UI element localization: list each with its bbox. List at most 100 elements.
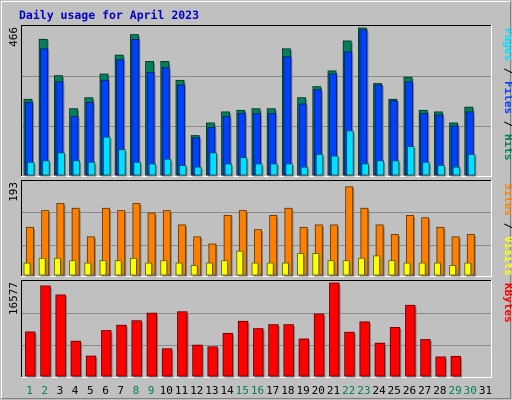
bar-sites-day-29 bbox=[449, 265, 457, 276]
panel-middle-axis-label-part-0: Sites bbox=[502, 183, 512, 216]
panel-top-axis-label-part-0: Pages bbox=[502, 28, 512, 61]
bar-sites-day-27 bbox=[418, 262, 426, 276]
x-tick-label-10: 10 bbox=[160, 384, 173, 397]
bar-files-day-2 bbox=[40, 48, 49, 176]
panel-middle: 193 Sites / Visits bbox=[7, 180, 512, 277]
bar-pages-day-19 bbox=[300, 166, 309, 176]
panel-bottom: 16577 KBytes bbox=[7, 280, 512, 378]
bar-kbytes-day-23 bbox=[359, 321, 370, 377]
bar-kbytes-day-22 bbox=[344, 331, 355, 377]
bar-files-day-11 bbox=[177, 84, 185, 176]
bar-pages-day-26 bbox=[407, 146, 415, 176]
bar-pages-day-12 bbox=[194, 166, 202, 176]
bar-pages-day-7 bbox=[118, 149, 126, 176]
x-tick-label-24: 24 bbox=[372, 384, 386, 397]
chart-panels: 466 Pages / Files / Hits 193 Sites / Visits… bbox=[7, 25, 512, 378]
x-tick-label-22: 22 bbox=[342, 384, 355, 397]
x-tick-label-20: 20 bbox=[312, 384, 325, 397]
x-tick-label-25: 25 bbox=[388, 384, 401, 397]
bar-kbytes-day-17 bbox=[268, 324, 279, 377]
bar-sites-day-2 bbox=[38, 257, 46, 276]
bar-pages-day-15 bbox=[239, 157, 248, 176]
bar-kbytes-day-21 bbox=[329, 282, 340, 377]
x-tick-label-29: 29 bbox=[448, 384, 461, 397]
bar-pages-day-24 bbox=[376, 160, 385, 176]
bar-files-day-23 bbox=[359, 29, 368, 176]
x-tick-label-19: 19 bbox=[296, 384, 309, 397]
bar-pages-day-30 bbox=[467, 154, 476, 176]
bar-kbytes-day-28 bbox=[435, 356, 446, 377]
bar-kbytes-day-14 bbox=[222, 332, 234, 377]
panel-middle-axis-label-part-2: Visits bbox=[502, 236, 512, 276]
bar-files-day-18 bbox=[283, 56, 292, 176]
x-tick-label-3: 3 bbox=[57, 384, 64, 397]
x-tick-label-5: 5 bbox=[87, 384, 94, 397]
bar-kbytes-day-15 bbox=[237, 320, 249, 377]
bar-pages-day-10 bbox=[163, 158, 172, 176]
bar-kbytes-day-29 bbox=[450, 355, 462, 377]
x-tick-label-15: 15 bbox=[236, 384, 249, 397]
bar-pages-day-22 bbox=[346, 130, 354, 176]
bar-sites-day-20 bbox=[312, 253, 320, 276]
bar-sites-day-23 bbox=[357, 257, 365, 276]
bar-sites-day-16 bbox=[251, 262, 259, 276]
bar-sites-day-30 bbox=[464, 262, 472, 276]
x-tick-label-21: 21 bbox=[327, 384, 340, 397]
bar-sites-day-15 bbox=[236, 250, 244, 276]
x-tick-label-18: 18 bbox=[281, 384, 294, 397]
bar-kbytes-day-8 bbox=[131, 320, 142, 377]
bar-sites-day-3 bbox=[54, 257, 61, 276]
bar-sites-day-9 bbox=[145, 262, 153, 276]
bar-pages-day-21 bbox=[331, 155, 339, 176]
bar-sites-day-26 bbox=[403, 262, 411, 276]
bar-pages-day-17 bbox=[270, 163, 278, 176]
x-tick-label-7: 7 bbox=[117, 384, 124, 397]
x-tick-label-27: 27 bbox=[418, 384, 431, 397]
bar-kbytes-day-16 bbox=[253, 328, 264, 377]
x-tick-label-14: 14 bbox=[220, 384, 234, 397]
bar-sites-day-12 bbox=[190, 265, 198, 276]
x-tick-label-4: 4 bbox=[72, 384, 79, 397]
bar-kbytes-day-24 bbox=[374, 342, 386, 377]
bar-sites-day-14 bbox=[221, 260, 229, 276]
bar-pages-day-25 bbox=[391, 160, 400, 176]
x-tick-label-2: 2 bbox=[41, 384, 48, 397]
x-tick-label-9: 9 bbox=[148, 384, 155, 397]
panel-top-axis-label: Pages / Files / Hits bbox=[502, 28, 512, 161]
bar-sites-day-5 bbox=[84, 262, 92, 276]
bar-pages-day-8 bbox=[133, 161, 141, 176]
panel-top-axis-label-part-3: / bbox=[502, 114, 512, 134]
panel-middle-axis-label-part-1: / bbox=[502, 216, 512, 236]
bar-sites-day-8 bbox=[129, 257, 137, 276]
bar-pages-day-4 bbox=[72, 160, 80, 176]
x-tick-label-31: 31 bbox=[479, 384, 492, 397]
bar-files-day-9 bbox=[146, 72, 155, 176]
x-tick-labels: 1 2 3 4 5 6 7 8 9 10 11 12 13 14 15 16 17 18 19 20 21 22 23 24 2… bbox=[26, 384, 492, 397]
bar-sites-day-7 bbox=[114, 260, 122, 276]
bar-pages-day-13 bbox=[209, 152, 217, 176]
bar-sites-day-21 bbox=[327, 260, 335, 276]
bar-pages-day-5 bbox=[87, 161, 96, 176]
x-tick-label-1: 1 bbox=[26, 384, 33, 397]
bar-kbytes-day-20 bbox=[313, 313, 325, 377]
bar-pages-day-23 bbox=[361, 163, 369, 176]
bar-kbytes-day-5 bbox=[85, 355, 97, 377]
bar-kbytes-day-3 bbox=[55, 294, 66, 377]
panel-bottom-axis-label: KBytes bbox=[502, 283, 512, 323]
bar-kbytes-day-12 bbox=[192, 344, 203, 377]
x-tick-label-28: 28 bbox=[433, 384, 446, 397]
bar-kbytes-day-25 bbox=[389, 327, 401, 377]
panel-bottom-ymax-label: 16577 bbox=[7, 282, 20, 315]
panel-bottom-axis-label-part-0: KBytes bbox=[502, 283, 512, 323]
bar-files-day-19 bbox=[298, 103, 307, 176]
bar-sites-day-22 bbox=[342, 260, 350, 276]
bar-kbytes-day-19 bbox=[298, 338, 310, 377]
x-tick-label-16: 16 bbox=[251, 384, 264, 397]
bar-sites-day-10 bbox=[160, 260, 168, 276]
panel-top-axis-label-part-1: / bbox=[502, 61, 512, 81]
panel-top-axis-label-part-4: Hits bbox=[502, 134, 512, 161]
bar-pages-day-16 bbox=[255, 163, 263, 176]
bar-pages-day-27 bbox=[422, 161, 430, 176]
bar-pages-day-14 bbox=[224, 163, 233, 176]
panel-top-ymax-label: 466 bbox=[7, 27, 20, 47]
